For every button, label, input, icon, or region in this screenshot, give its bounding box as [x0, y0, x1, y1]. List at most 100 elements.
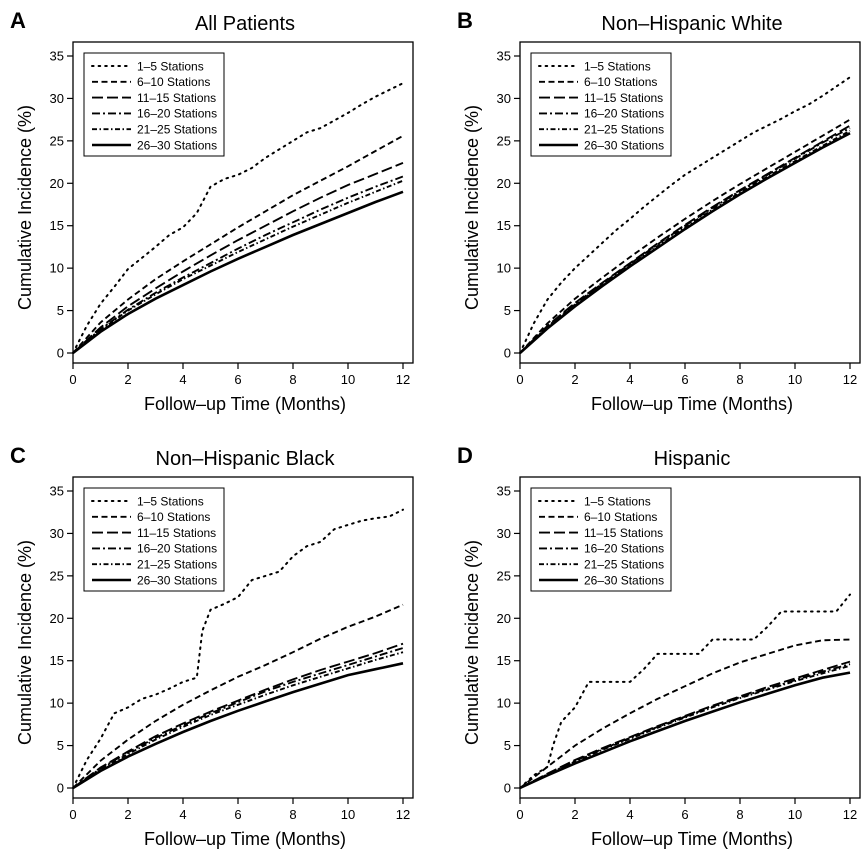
series-line-1: [72, 82, 404, 354]
panel-c: C Non–Hispanic Black 0 5 10 15 20 25 30 35 0 2 4 6 8 10…: [10, 443, 414, 849]
x-tick-label: 0: [516, 372, 523, 387]
y-tick-label: 0: [57, 781, 64, 796]
series-line-6: [519, 671, 851, 790]
y-tick-label: 20: [497, 611, 511, 626]
legend-label: 16–20 Stations: [137, 107, 217, 121]
x-tick-label: 8: [289, 807, 296, 822]
series-line-6: [72, 662, 404, 790]
y-tick-label: 25: [50, 568, 64, 583]
x-tick-label: 4: [626, 372, 633, 387]
series-line-2: [72, 603, 404, 789]
legend-label: 16–20 Stations: [584, 107, 664, 121]
legend-label: 21–25 Stations: [137, 558, 217, 572]
y-tick-label: 30: [497, 526, 511, 541]
panel-letter: A: [10, 8, 26, 33]
y-tick-label: 35: [497, 49, 511, 64]
x-tick-label: 10: [341, 807, 355, 822]
legend-label: 16–20 Stations: [137, 542, 217, 556]
x-tick-label: 12: [843, 807, 857, 822]
panel-title: Non–Hispanic Black: [156, 448, 336, 470]
panel-letter: C: [10, 443, 26, 468]
legend-label: 1–5 Stations: [584, 494, 651, 508]
legend-label: 26–30 Stations: [137, 573, 217, 587]
legend: 1–5 Stations 6–10 Stations 11–15 Stations 1…: [83, 487, 225, 592]
series-line-4: [519, 127, 851, 354]
y-tick-label: 25: [497, 568, 511, 583]
panel-b: B Non–Hispanic White 0 5 10 15 20 25 30 35 0 2 4 6 8 10…: [457, 8, 861, 414]
legend: 1–5 Stations 6–10 Stations 11–15 Stations 1…: [530, 487, 672, 592]
legend-box: [83, 487, 225, 592]
series-line-3: [72, 642, 404, 789]
x-tick-label: 6: [234, 372, 241, 387]
y-tick-label: 10: [497, 696, 511, 711]
x-tick-label: 8: [736, 807, 743, 822]
series-line-2: [519, 638, 851, 789]
x-tick-label: 12: [396, 807, 410, 822]
legend-box: [530, 487, 672, 592]
series-line-3: [519, 660, 851, 789]
series-line-5: [519, 129, 851, 354]
y-tick-label: 5: [504, 303, 511, 318]
y-tick-label: 30: [50, 526, 64, 541]
series-line-5: [72, 651, 404, 789]
y-tick-label: 10: [50, 261, 64, 276]
series-line-5: [519, 664, 851, 789]
y-tick-label: 35: [497, 484, 511, 499]
series-line-2: [519, 118, 851, 354]
y-tick-label: 0: [57, 346, 64, 361]
y-tick-label: 15: [50, 218, 64, 233]
series-line-6: [519, 132, 851, 354]
x-tick-label: 4: [179, 372, 186, 387]
y-tick-label: 25: [50, 133, 64, 148]
x-tick-label: 0: [516, 807, 523, 822]
panel-title: All Patients: [195, 13, 295, 35]
y-tick-label: 10: [50, 696, 64, 711]
legend-label: 21–25 Stations: [584, 123, 664, 137]
x-axis-label: Follow–up Time (Months): [591, 394, 793, 414]
panel-letter: B: [457, 8, 473, 33]
plot-frame: [519, 41, 861, 364]
x-tick-label: 2: [571, 807, 578, 822]
legend-label: 16–20 Stations: [584, 542, 664, 556]
x-tick-label: 12: [396, 372, 410, 387]
x-tick-label: 0: [69, 807, 76, 822]
panel-title: Hispanic: [654, 448, 731, 470]
series-line-1: [519, 76, 851, 354]
y-tick-label: 35: [50, 484, 64, 499]
series-line-6: [72, 190, 404, 355]
y-tick-label: 0: [504, 781, 511, 796]
plot-frame: [72, 476, 414, 799]
legend-label: 1–5 Stations: [137, 494, 204, 508]
legend: 1–5 Stations 6–10 Stations 11–15 Stations 1…: [530, 52, 672, 157]
x-tick-label: 2: [571, 372, 578, 387]
series-line-4: [72, 647, 404, 789]
legend-label: 11–15 Stations: [584, 526, 663, 540]
panel-a: A All Patients 0 5 10 15 20 25 30 35 0 2 4 6 8 10 12 Foll…: [10, 8, 414, 414]
x-tick-label: 4: [626, 807, 633, 822]
y-tick-label: 5: [57, 738, 64, 753]
y-tick-label: 30: [497, 91, 511, 106]
y-tick-label: 15: [50, 653, 64, 668]
legend-label: 26–30 Stations: [137, 138, 217, 152]
legend-label: 11–15 Stations: [584, 91, 663, 105]
x-tick-label: 6: [681, 807, 688, 822]
series-line-5: [72, 179, 404, 354]
y-tick-label: 20: [497, 176, 511, 191]
x-tick-label: 6: [234, 807, 241, 822]
x-tick-label: 8: [736, 372, 743, 387]
y-tick-label: 5: [57, 303, 64, 318]
legend-label: 21–25 Stations: [137, 123, 217, 137]
y-axis-label: Cumulative Incidence (%): [462, 540, 482, 745]
legend-box: [83, 52, 225, 157]
x-tick-label: 2: [124, 807, 131, 822]
series-line-2: [72, 134, 404, 354]
x-axis-label: Follow–up Time (Months): [144, 829, 346, 849]
legend-label: 1–5 Stations: [584, 59, 651, 73]
x-axis-label: Follow–up Time (Months): [591, 829, 793, 849]
plot-frame: [519, 476, 861, 799]
x-tick-label: 8: [289, 372, 296, 387]
series-line-4: [72, 175, 404, 354]
panel-letter: D: [457, 443, 473, 468]
legend-label: 6–10 Stations: [584, 75, 657, 89]
panel-d: D Hispanic 0 5 10 15 20 25 30 35 0 2 4 6 8 10 12 Follow–u…: [457, 443, 861, 849]
